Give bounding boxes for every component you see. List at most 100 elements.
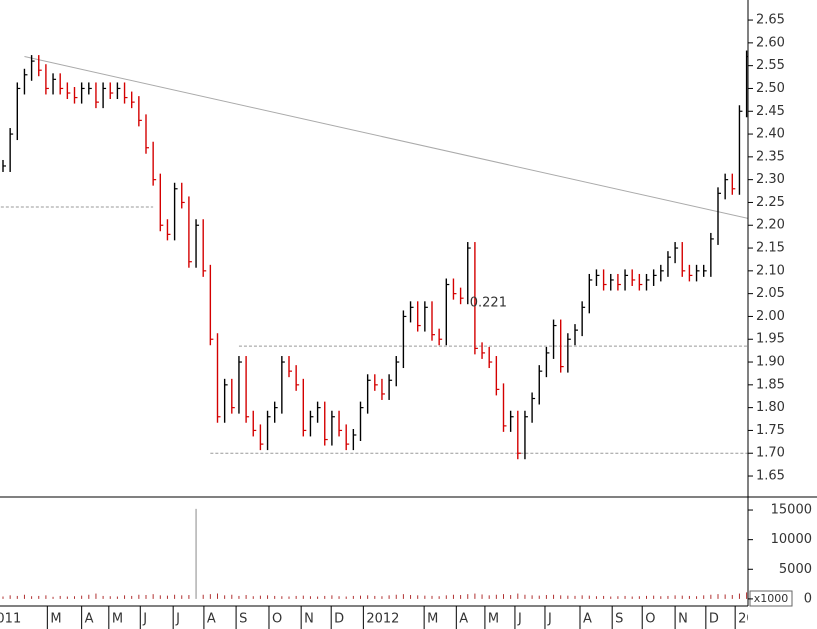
price-bar [331, 410, 335, 446]
price-bar [703, 264, 707, 277]
price-bar [259, 424, 264, 451]
price-bar [152, 141, 157, 186]
price-bar [59, 73, 64, 95]
price-bar [531, 392, 536, 423]
x-tick-label: D [709, 612, 719, 627]
x-tick-label: J [547, 612, 552, 627]
price-bar [109, 82, 114, 100]
x-tick-label: 2013 [738, 612, 771, 627]
x-tick-label: N [678, 612, 688, 627]
price-bar [667, 251, 671, 277]
annotation: 0.221 [470, 295, 507, 310]
price-bar [645, 273, 650, 291]
price-bar [309, 410, 314, 437]
y2-tick-label: 5000 [779, 562, 812, 577]
x-tick-label: D [334, 612, 344, 627]
price-bar [202, 219, 207, 277]
y-tick-label: 2.55 [756, 58, 785, 73]
price-bar [145, 114, 149, 154]
x-tick-label: O [272, 612, 282, 627]
x-tick-label: J [142, 612, 147, 627]
price-bar [188, 196, 192, 268]
price-bar [538, 365, 543, 405]
price-bar [724, 173, 729, 200]
price-bar [295, 365, 300, 391]
y-tick-label: 2.40 [756, 127, 785, 142]
x-tick-label: J [517, 612, 522, 627]
price-bar [138, 96, 142, 127]
price-bar [281, 356, 285, 414]
y2-tick-label: 0 [804, 591, 812, 606]
y2-tick-label: 15000 [771, 503, 812, 518]
price-bar [560, 319, 564, 373]
price-bar [52, 73, 57, 95]
y-tick-label: 2.50 [756, 81, 785, 96]
price-bar [517, 410, 521, 460]
price-bar [574, 324, 578, 346]
price-bar [502, 383, 507, 432]
price-bar [45, 64, 49, 95]
price-bar [209, 264, 214, 346]
price-bar [38, 55, 42, 77]
y-tick-label: 2.25 [756, 195, 785, 210]
price-bar [16, 82, 21, 141]
price-bar [424, 301, 428, 332]
y-tick-label: 1.65 [756, 469, 785, 484]
y-tick-label: 1.75 [756, 423, 785, 438]
y-tick-label: 2.35 [756, 149, 785, 164]
price-bar [738, 105, 743, 195]
y-tick-label: 2.00 [756, 309, 785, 324]
trend-line [24, 56, 748, 219]
y-tick-label: 1.85 [756, 377, 785, 392]
price-bar [238, 356, 242, 414]
y-tick-label: 2.20 [756, 218, 785, 233]
x-tick-label: M [488, 612, 499, 627]
price-bar [695, 264, 700, 282]
price-bar [95, 82, 99, 109]
price-bar [552, 319, 557, 359]
price-bar [459, 287, 464, 305]
y-tick-label: 2.15 [756, 241, 785, 256]
x-tick-label: A [85, 612, 94, 627]
price-bar [195, 219, 200, 268]
y-tick-label: 1.70 [756, 446, 785, 461]
price-bar [266, 410, 271, 451]
price-bar [388, 374, 393, 400]
x-tick-label: M [427, 612, 438, 627]
x-tick-label: O [645, 612, 655, 627]
x-tick-label: 2011 [0, 612, 21, 627]
x-tick-label: 2012 [366, 612, 399, 627]
price-bar [660, 264, 664, 282]
price-bar [617, 273, 621, 291]
y-tick-label: 1.95 [756, 332, 785, 347]
price-bar [710, 232, 714, 277]
x-tick-label: A [207, 612, 216, 627]
price-bar [409, 301, 414, 323]
price-bar [9, 128, 14, 172]
price-bar [524, 410, 528, 460]
price-bar [745, 50, 748, 118]
price-bar [652, 269, 657, 286]
price-bar [159, 173, 164, 232]
x-tick-label: S [615, 612, 623, 627]
price-bar [624, 269, 629, 291]
y-tick-label: 2.65 [756, 13, 785, 28]
price-bar [223, 378, 228, 423]
volume-unit: x1000 [754, 592, 789, 605]
price-bar [66, 82, 71, 100]
price-bar [288, 356, 292, 378]
price-bar [567, 333, 571, 373]
price-bar [73, 87, 78, 104]
price-bar [395, 356, 400, 387]
price-bar [80, 82, 85, 104]
price-bar [445, 278, 450, 346]
price-bar [374, 374, 378, 391]
price-bar [245, 356, 250, 423]
x-tick-label: S [239, 612, 247, 627]
x-tick-label: N [304, 612, 314, 627]
price-bar [359, 401, 364, 441]
x-tick-label: M [50, 612, 61, 627]
price-bar [495, 356, 500, 396]
